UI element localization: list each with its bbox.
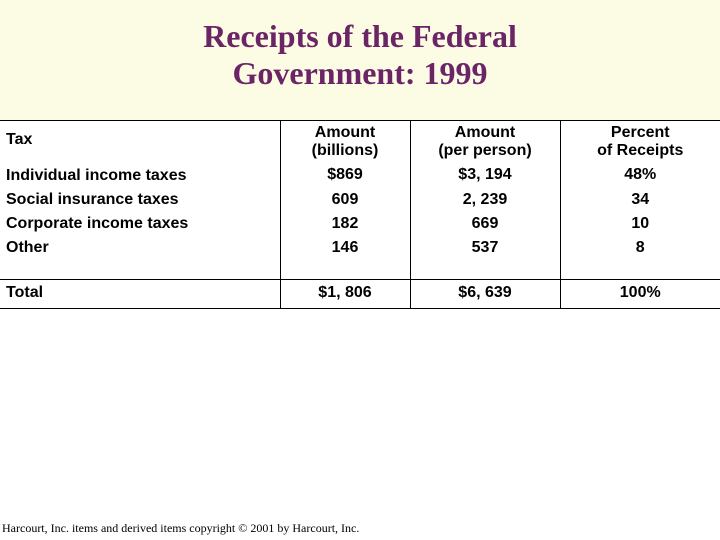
col-header-percent: Percent of Receipts <box>560 121 720 163</box>
cell-amtp: 2, 239 <box>410 188 560 212</box>
cell-amtp: 669 <box>410 212 560 236</box>
col-header-amount-per-person-l2: (per person) <box>438 142 531 159</box>
col-header-amount-per-person: Amount (per person) <box>410 121 560 163</box>
cell-pct: 8 <box>560 236 720 260</box>
cell-amtb: 182 <box>280 212 410 236</box>
cell-tax: Other <box>0 236 280 260</box>
cell-tax: Corporate income taxes <box>0 212 280 236</box>
receipts-table: Tax Amount (billions) Amount (per person… <box>0 120 720 310</box>
table-row: Social insurance taxes 609 2, 239 34 <box>0 188 720 212</box>
cell-amtb: 609 <box>280 188 410 212</box>
total-amtp: $6, 639 <box>410 280 560 308</box>
title-line-2: Government: 1999 <box>232 55 487 91</box>
cell-amtb: $869 <box>280 163 410 188</box>
title-block: Receipts of the Federal Government: 1999 <box>0 0 720 120</box>
cell-pct: 48% <box>560 163 720 188</box>
total-pct: 100% <box>560 280 720 308</box>
table-row: Individual income taxes $869 $3, 194 48% <box>0 163 720 188</box>
cell-amtp: $3, 194 <box>410 163 560 188</box>
table-header-row: Tax Amount (billions) Amount (per person… <box>0 121 720 163</box>
col-header-percent-l2: of Receipts <box>597 142 683 159</box>
cell-pct: 34 <box>560 188 720 212</box>
total-amtb: $1, 806 <box>280 280 410 308</box>
spacer-row <box>0 260 720 280</box>
cell-amtp: 537 <box>410 236 560 260</box>
col-header-amount-billions-l1: Amount <box>315 124 375 141</box>
copyright-footer: Harcourt, Inc. items and derived items c… <box>2 521 359 536</box>
col-header-tax: Tax <box>0 121 280 163</box>
cell-pct: 10 <box>560 212 720 236</box>
cell-amtb: 146 <box>280 236 410 260</box>
col-header-percent-l1: Percent <box>611 124 670 141</box>
col-header-amount-billions: Amount (billions) <box>280 121 410 163</box>
table: Tax Amount (billions) Amount (per person… <box>0 121 720 309</box>
page-title: Receipts of the Federal Government: 1999 <box>0 18 720 92</box>
cell-tax: Social insurance taxes <box>0 188 280 212</box>
total-row: Total $1, 806 $6, 639 100% <box>0 280 720 308</box>
col-header-amount-billions-l2: (billions) <box>312 142 379 159</box>
cell-tax: Individual income taxes <box>0 163 280 188</box>
title-line-1: Receipts of the Federal <box>203 18 517 54</box>
total-label: Total <box>0 280 280 308</box>
table-row: Corporate income taxes 182 669 10 <box>0 212 720 236</box>
table-row: Other 146 537 8 <box>0 236 720 260</box>
col-header-amount-per-person-l1: Amount <box>455 124 515 141</box>
